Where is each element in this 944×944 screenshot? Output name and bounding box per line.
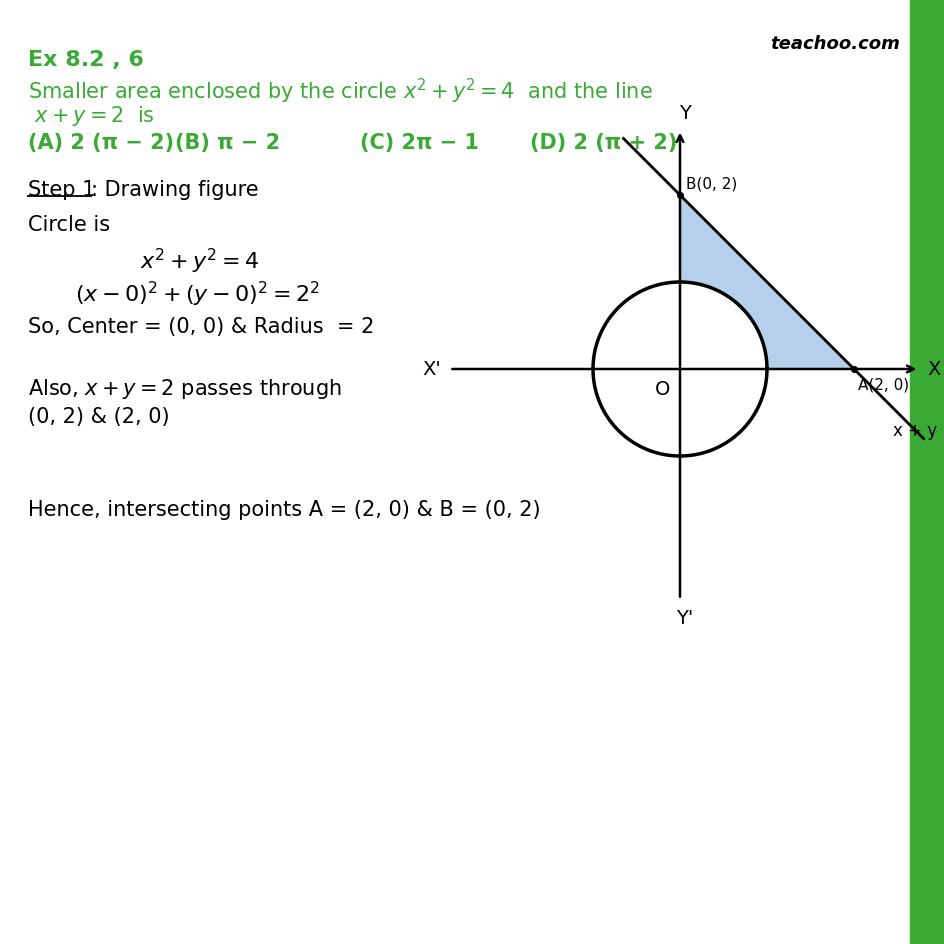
Text: (A) 2 (π − 2): (A) 2 (π − 2) xyxy=(28,133,174,153)
Text: B(0, 2): B(0, 2) xyxy=(685,177,736,192)
Text: Y: Y xyxy=(679,104,690,123)
Text: A(2, 0): A(2, 0) xyxy=(857,378,908,393)
Bar xyxy=(909,0,944,944)
Text: Circle is: Circle is xyxy=(28,215,110,235)
Polygon shape xyxy=(680,195,853,370)
Text: So, Center = (0, 0) & Radius  = 2: So, Center = (0, 0) & Radius = 2 xyxy=(28,316,374,337)
Text: Smaller area enclosed by the circle $x^2 + y^2 = 4$  and the line: Smaller area enclosed by the circle $x^2… xyxy=(28,76,652,106)
Text: $(x - 0)^2 + (y - 0)^2 = 2^2$: $(x - 0)^2 + (y - 0)^2 = 2^2$ xyxy=(75,279,319,309)
Text: $x^2 + y^2 = 4$: $x^2 + y^2 = 4$ xyxy=(140,246,259,276)
Text: Step 1: Step 1 xyxy=(28,179,95,200)
Text: X: X xyxy=(926,360,939,379)
Text: : Drawing figure: : Drawing figure xyxy=(91,179,259,200)
Text: Ex 8.2 , 6: Ex 8.2 , 6 xyxy=(28,50,143,70)
Text: $x + y = 2$  is: $x + y = 2$ is xyxy=(28,104,155,127)
Text: Hence, intersecting points A = (2, 0) & B = (0, 2): Hence, intersecting points A = (2, 0) & … xyxy=(28,499,540,519)
Text: (C) 2π − 1: (C) 2π − 1 xyxy=(360,133,479,153)
Text: teachoo.com: teachoo.com xyxy=(769,35,899,53)
Text: X': X' xyxy=(422,360,441,379)
Text: O: O xyxy=(654,379,669,398)
Text: (B) π − 2: (B) π − 2 xyxy=(175,133,279,153)
Text: (D) 2 (π + 2): (D) 2 (π + 2) xyxy=(530,133,677,153)
Text: x + y = 2: x + y = 2 xyxy=(892,422,944,440)
Text: Y': Y' xyxy=(676,608,693,627)
Text: Also, $x + y = 2$ passes through: Also, $x + y = 2$ passes through xyxy=(28,377,342,400)
Text: (0, 2) & (2, 0): (0, 2) & (2, 0) xyxy=(28,407,169,427)
